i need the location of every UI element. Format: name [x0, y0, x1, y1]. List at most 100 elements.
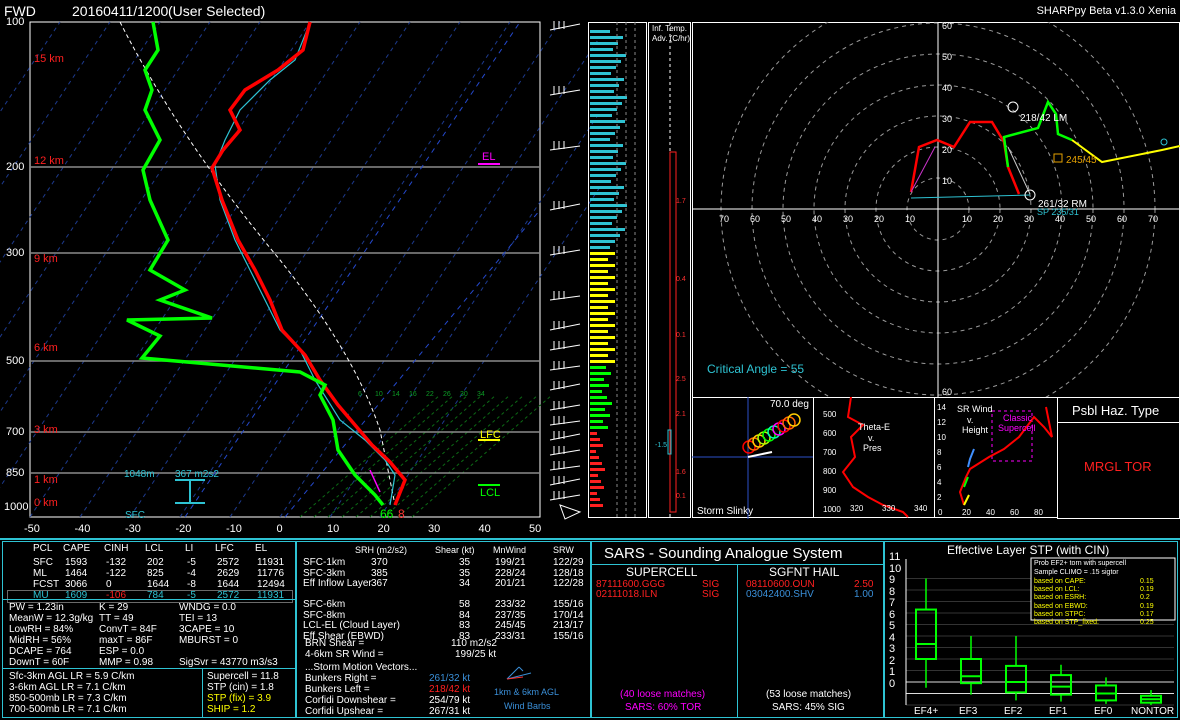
index-col2: TT = 49 [99, 613, 134, 624]
parcel-header: LFC [215, 543, 234, 554]
temp-tick: -20 [175, 523, 192, 535]
mean-label: 245/45 [1066, 155, 1097, 166]
kin-srw: 155/16 [553, 599, 584, 610]
height-15km: 15 km [34, 53, 64, 65]
stp-legend-value: 0.2 [1140, 594, 1150, 602]
mu-highlight [7, 590, 293, 603]
sars-panel: SARS - Sounding Analogue System SUPERCEL… [591, 541, 884, 718]
parcel-cell: -132 [106, 557, 127, 568]
hodograph-trace-yellow [1071, 139, 1180, 164]
stp-y-tick: 3 [889, 643, 896, 655]
parcel-cell: -106 [106, 590, 127, 601]
supercell-match-1-cat: SIG [702, 579, 720, 590]
index-col1: DCAPE = 764 [9, 646, 72, 657]
parcel-cell: 1609 [65, 590, 88, 601]
skewt-panel[interactable] [0, 0, 600, 540]
stp-category: EF2 [1004, 706, 1023, 717]
hodo-x-tick-left: 70 [719, 214, 730, 224]
pressure-500: 500 [6, 355, 25, 367]
pressure-700: 700 [6, 426, 25, 438]
hodo-x-tick-right: 40 [1055, 214, 1066, 224]
stp-y-tick: 2 [889, 654, 896, 667]
supercell-pct: SARS: 60% TOR [625, 702, 702, 713]
hodo-x-tick-right: 70 [1148, 214, 1159, 224]
hodo-y-tick: 60 [942, 387, 953, 397]
stp-legend-value: 0.15 [1140, 578, 1154, 585]
kin-mnwind: 237/35 [495, 609, 526, 621]
index-col1: LowRH = 84% [9, 624, 74, 635]
kin-mnwind: 201/21 [495, 578, 526, 589]
parcel-cell: 784 [147, 590, 164, 601]
kin-shear: 83 [459, 620, 471, 631]
kin-row-label: SFC-3km [303, 567, 346, 579]
lm-label: 218/42 LM [1020, 113, 1068, 124]
parcel-cell: ML [33, 568, 47, 579]
parcel-cell: 1593 [65, 557, 88, 568]
hodo-x-tick-right: 50 [1086, 214, 1097, 224]
barbs-label-2: Wind Barbs [504, 701, 551, 711]
kin-srw: 155/16 [553, 630, 584, 642]
temp-tick: 0 [276, 523, 283, 535]
parcel-cell: FCST [33, 579, 60, 590]
parcel-cell: 1644 [147, 579, 170, 590]
mix-ratio-label: 16 [409, 391, 417, 398]
parcel-cell: 0 [106, 579, 112, 590]
parcel-header: LCL [145, 543, 164, 554]
kin-shear: 35 [459, 557, 471, 568]
dewpoint-trace [126, 21, 385, 507]
parcel-header: CINH [104, 543, 129, 554]
temp-tick: 40 [478, 523, 491, 535]
stp-y-tick: 10 [889, 562, 902, 575]
el-label: EL [482, 151, 496, 163]
hodo-x-tick-right: 60 [1117, 214, 1128, 224]
brn-label: BRN Shear = [305, 638, 365, 649]
barbs-label-1: 1km & 6km AGL [494, 687, 560, 697]
parcel-header: PCL [33, 543, 53, 554]
hodograph-panel[interactable] [692, 22, 1180, 398]
theta-y-tick: 600 [823, 429, 837, 438]
kin-srh: 367 [371, 578, 388, 589]
parcel-header: EL [255, 543, 268, 554]
height-3km: 3 km [34, 424, 58, 436]
hodograph-trace-red [909, 120, 1021, 195]
lapse-rate: 700-500mb LR = 7.1 C/km [9, 704, 127, 715]
stp-category: EF3 [959, 706, 978, 717]
mix-ratio-label: 10 [375, 391, 383, 398]
slinky-angle: 70.0 deg [770, 399, 809, 410]
kin-srh: 385 [371, 567, 388, 579]
hodo-y-tick: 10 [942, 176, 953, 186]
sars-title: SARS - Sounding Analogue System [604, 545, 843, 562]
index-col3: TEI = 13 [179, 613, 218, 624]
theta-e-label-1: Theta-E [858, 422, 891, 432]
virtual-temp-trace [214, 29, 396, 506]
stp-y-tick: 7 [889, 597, 896, 609]
sr-wind-label-2: v. [967, 415, 974, 425]
stp-legend-value: 0.17 [1140, 610, 1154, 618]
height-0km: 0 km [34, 497, 58, 509]
parcel-cell: -5 [187, 590, 196, 601]
hazard-panel: Psbl Haz. Type MRGL TOR [1057, 397, 1180, 519]
pressure-850: 850 [6, 467, 25, 479]
stp-panel: Effective Layer STP (with CIN) [884, 541, 1178, 718]
stp-legend-title-2: Sample CLIMO = .15 sigtor [1034, 569, 1119, 576]
parcel-header: CAPE [63, 543, 91, 554]
inferred-temp-advection [648, 22, 691, 518]
parcel-cell: 1464 [65, 568, 88, 579]
kin-row-label: SFC-6km [303, 599, 346, 610]
mix-ratio-label: 14 [392, 391, 400, 398]
stp-y-tick: 1 [889, 666, 896, 678]
kinematics-panel: SRH (m2/s2) Shear (kt) MnWind SRW SFC-1km 370… [296, 541, 591, 718]
hail-match-1-size: 2.50 [854, 579, 874, 590]
kin-srw: 122/28 [553, 578, 584, 589]
kin-header: MnWind [493, 545, 527, 555]
hazard-title: Psbl Haz. Type [1072, 403, 1160, 418]
kin-header: SRW [553, 545, 574, 555]
sr-wind-panel [934, 397, 1058, 518]
kin-srw: 213/17 [553, 620, 584, 631]
stp-title: Effective Layer STP (with CIN) [947, 543, 1110, 557]
barbs-icon [506, 666, 532, 680]
theta-y-tick: 800 [823, 467, 837, 476]
stp-chart [905, 557, 1176, 706]
hail-loose: (53 loose matches) [766, 689, 852, 700]
stp-y-tick: 9 [889, 574, 896, 586]
